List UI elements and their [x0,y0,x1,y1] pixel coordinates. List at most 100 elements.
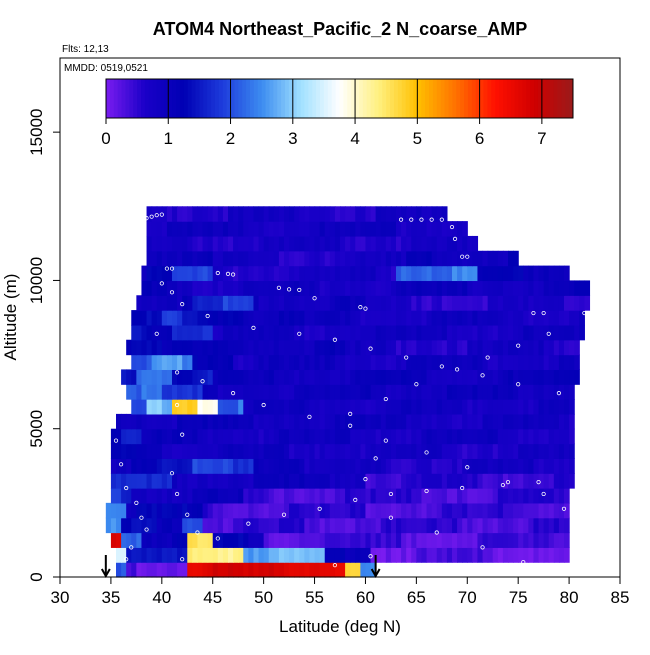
heatmap-cell [289,324,295,341]
heatmap-cell [228,473,234,489]
heatmap-cell [253,473,260,489]
colorbar-swatch [164,79,169,118]
heatmap-cell [365,280,372,296]
flight-track-point [561,506,567,511]
heatmap-cell [340,502,346,519]
heatmap-cell [141,339,148,356]
heatmap-cell [538,502,545,519]
heatmap-cell [304,310,311,326]
heatmap-cell [533,547,540,563]
heatmap-cell [273,517,280,534]
heatmap-cell [355,295,361,311]
heatmap-cell [553,384,560,400]
heatmap-cell [207,250,214,267]
heatmap-cell [518,443,524,459]
heatmap-cell [446,488,453,504]
heatmap-cell [518,354,524,370]
heatmap-cell [558,369,565,385]
heatmap-cell [202,339,209,356]
heatmap-cell [553,413,560,430]
heatmap-cell [192,443,199,459]
heatmap-cell [329,413,336,430]
colorbar-swatch [125,79,130,118]
heatmap-cell [238,488,244,504]
heatmap-cell [202,310,209,326]
heatmap-cell [334,206,341,222]
heatmap-cell [416,547,423,563]
heatmap-cell [319,354,326,370]
flight-track-point [460,485,465,491]
heatmap-cell [217,399,224,415]
heatmap-cell [462,399,468,415]
heatmap-cell [248,443,255,459]
heatmap-cell [380,384,387,400]
heatmap-cell [528,458,535,474]
heatmap-cell [502,443,509,459]
heatmap-cell [457,532,463,548]
heatmap-cell [579,280,585,296]
heatmap-cell [452,265,458,282]
heatmap-cell [446,310,453,326]
heatmap-cell [324,384,331,400]
heatmap-cell [212,458,219,474]
heatmap-cell [319,339,326,356]
heatmap-cell [390,428,397,445]
colorbar-swatch [436,79,442,118]
y-tick-label: 10000 [27,257,46,304]
colorbar-swatch [362,79,368,118]
heatmap-cell [513,517,519,534]
heatmap-cell [253,295,260,311]
heatmap-cell [411,206,417,222]
heatmap-cell [197,502,204,519]
heatmap-cell [467,413,473,430]
heatmap-cell [416,265,423,282]
flight-track-point [195,530,200,535]
heatmap-cell [421,458,428,474]
heatmap-cell [309,532,316,548]
heatmap-cell [258,562,265,578]
heatmap-cell [345,458,351,474]
heatmap-cell [202,458,209,474]
heatmap-cell [324,473,331,489]
heatmap-cell [457,339,463,356]
heatmap-cell [212,206,219,222]
heatmap-cell [324,443,331,459]
heatmap-cell [197,473,204,489]
heatmap-cell [192,221,199,237]
heatmap-cell [273,295,280,311]
heatmap-cell [263,428,270,445]
heatmap-cell [446,443,453,459]
heatmap-cell [365,488,372,504]
heatmap-cell [177,280,183,296]
heatmap-cell [177,221,183,237]
heatmap-cell [284,310,290,326]
colorbar-swatch [304,79,309,118]
heatmap-cell [553,488,560,504]
heatmap-cell [217,458,224,474]
heatmap-cell [482,443,489,459]
heatmap-cell [197,280,204,296]
heatmap-cell [314,221,321,237]
heatmap-cell [151,443,158,459]
heatmap-cell [441,369,448,385]
heatmap-cells [105,206,591,578]
heatmap-cell [543,310,550,326]
heatmap-cell [564,428,570,445]
heatmap-cell [268,502,275,519]
heatmap-cell [222,250,229,267]
heatmap-cell [436,310,443,326]
colorbar-swatch [343,79,348,118]
heatmap-cell [487,324,494,341]
heatmap-cell [156,517,163,534]
heatmap-cell [309,339,316,356]
heatmap-cell [421,517,428,534]
heatmap-cell [421,532,428,548]
flight-track-point [516,382,521,387]
heatmap-cell [553,532,560,548]
heatmap-cell [502,339,509,356]
heatmap-cell [538,339,545,356]
heatmap-cell [284,295,290,311]
heatmap-cell [446,517,453,534]
heatmap-cell [523,473,529,489]
